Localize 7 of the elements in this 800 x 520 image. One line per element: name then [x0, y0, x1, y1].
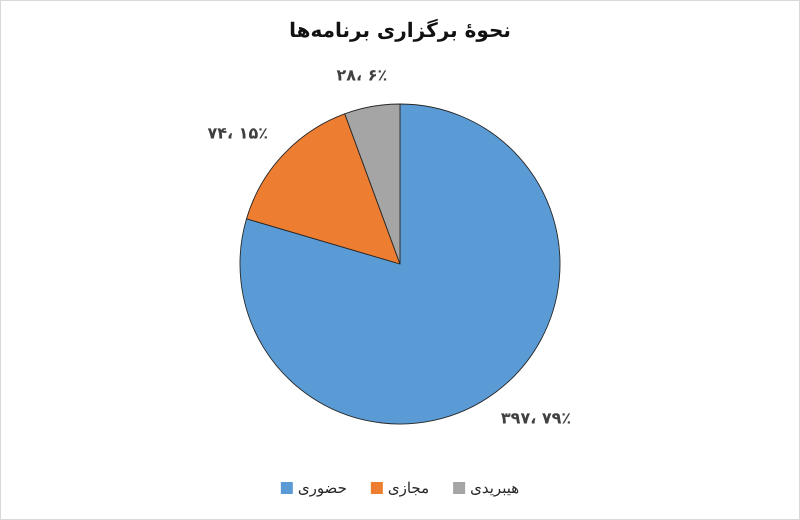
chart-title: نحوهٔ برگزاری برنامه‌ها: [289, 18, 511, 42]
data-label: ۷۴، ۱۵٪: [208, 123, 268, 142]
data-label: ۳۹۷، ۷۹٪: [500, 408, 572, 428]
legend-label: هیبریدی: [470, 479, 520, 497]
data-label: ۲۸، ۶٪: [336, 65, 388, 84]
legend-label: حضوری: [298, 479, 347, 497]
legend-label: مجازی: [388, 479, 430, 497]
